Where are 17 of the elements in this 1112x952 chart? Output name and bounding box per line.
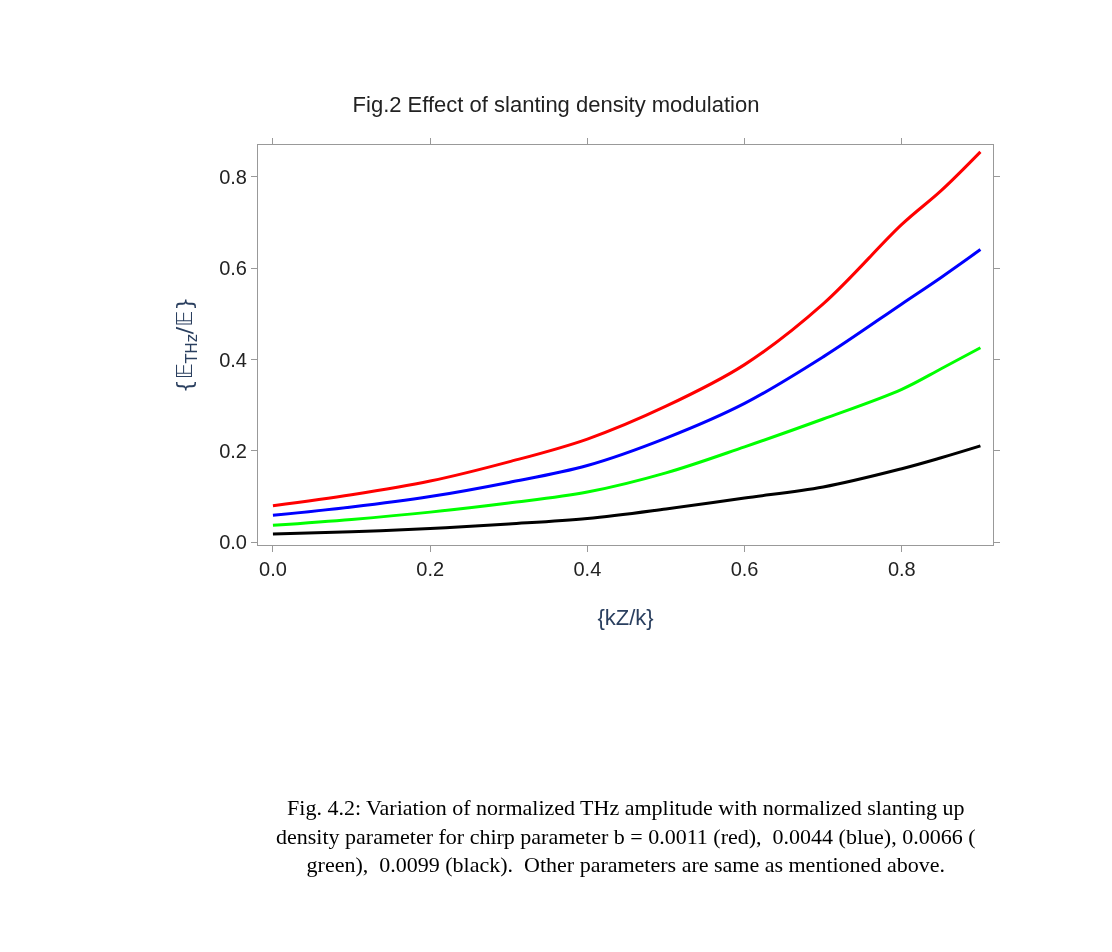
y-tick-label: 0.8 [219, 165, 247, 188]
y-tick-label: 0.6 [219, 257, 247, 280]
y-tick-label: 0.0 [219, 531, 247, 554]
x-axis-title: {kZ/k} [597, 604, 654, 630]
chart-title: Fig.2 Effect of slanting density modulation [352, 92, 760, 118]
line-series [271, 444, 982, 536]
line-series [271, 150, 982, 508]
caption: Fig. 4.2: Variation of normalized THz amplitude with normalized slanting up density parameter for chirp parameter b = 0.0011 (red), 0.0044 (blue), 0.0066 ( green), 0.0099 (black). Other parameters are same as mentioned above. [276, 795, 976, 878]
x-tick-label: 0.4 [573, 558, 602, 580]
line-series [271, 346, 982, 527]
line-series [271, 248, 982, 517]
x-tick-label: 0.0 [259, 558, 287, 580]
y-tick-label: 0.2 [219, 439, 247, 462]
x-tick-label: 0.2 [416, 558, 445, 580]
x-tick-label: 0.8 [887, 558, 916, 580]
y-tick-label: 0.4 [219, 348, 247, 371]
x-tick-label: 0.6 [730, 558, 759, 580]
